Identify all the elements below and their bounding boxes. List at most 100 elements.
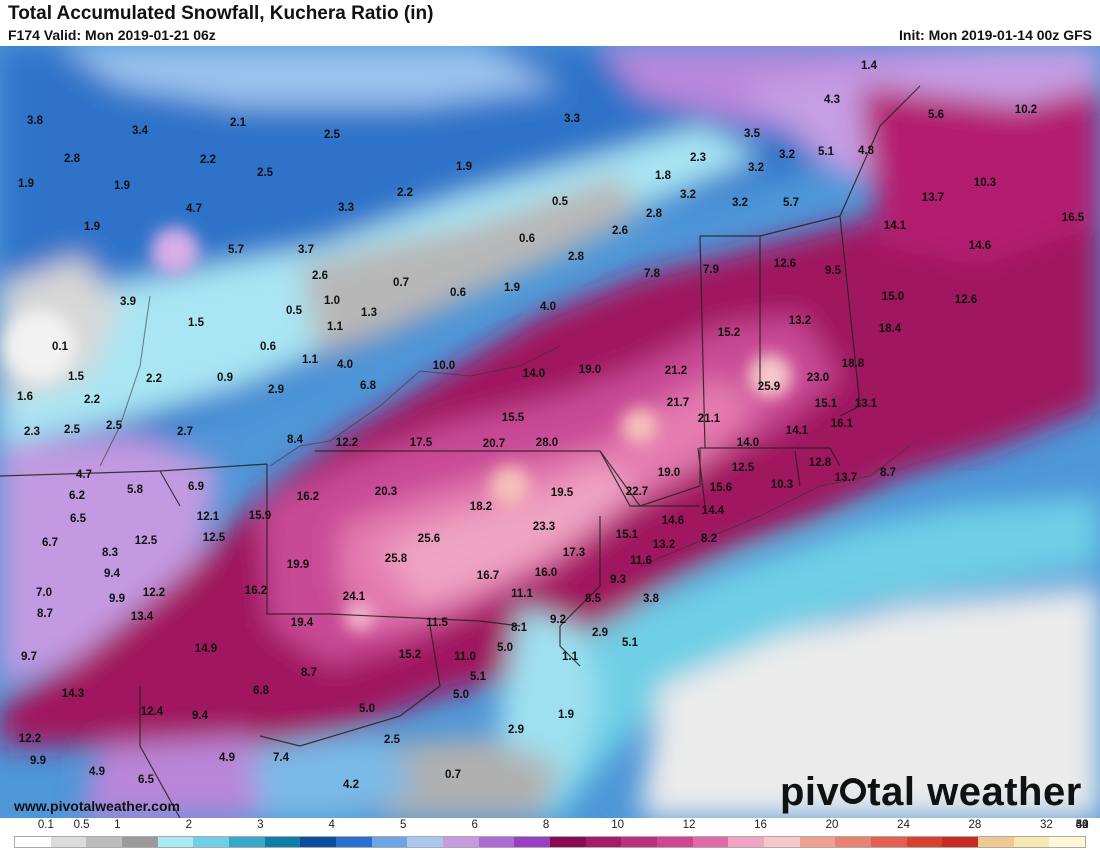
snowfall-value-label: 2.2 <box>200 154 216 166</box>
snowfall-value-label: 3.8 <box>643 593 660 605</box>
snowfall-map[interactable]: 3.8 3.4 2.1 2.5 3.3 1.4 4.3 5.6 10.2 2.8 2.2 2.5 1.9… <box>0 46 1100 818</box>
snowfall-value-label: 11.1 <box>511 588 533 600</box>
snowfall-value-label: 25.9 <box>758 381 780 393</box>
snowfall-value-label: 14.1 <box>786 425 809 437</box>
legend-swatch <box>942 837 979 847</box>
snowfall-value-label: 7.0 <box>36 587 52 599</box>
legend-label: 60 <box>1075 819 1089 831</box>
snowfall-value-label: 8.4 <box>287 434 304 446</box>
legend-swatch <box>50 837 87 847</box>
snowfall-value-label: 2.2 <box>397 187 413 199</box>
logo-text-start: piv <box>780 770 840 814</box>
snowfall-value-label: 5.0 <box>497 642 513 654</box>
legend-swatch <box>906 837 943 847</box>
snowfall-value-label: 1.5 <box>188 317 205 329</box>
snowfall-value-label: 3.5 <box>744 128 761 140</box>
snowfall-value-label: 15.1 <box>616 529 639 541</box>
legend-label: 2 <box>185 819 192 831</box>
snowfall-value-label: 5.7 <box>783 197 799 209</box>
legend-swatch <box>478 837 515 847</box>
legend-label: 32 <box>1039 819 1053 831</box>
snowfall-value-label: 10.3 <box>974 177 996 189</box>
snowfall-value-label: 1.1 <box>562 651 579 663</box>
snowfall-value-label: 11.6 <box>630 555 652 567</box>
snowfall-value-label: 5.1 <box>622 637 639 649</box>
legend-swatch <box>514 837 551 847</box>
snowfall-value-label: 0.6 <box>519 233 535 245</box>
snowfall-value-label: 1.9 <box>18 178 34 190</box>
model-init-time: Init: Mon 2019-01-14 00z GFS <box>899 27 1092 43</box>
legend-label: 4 <box>328 819 335 831</box>
snowfall-value-label: 6.5 <box>138 774 155 786</box>
legend-label: 3 <box>257 819 264 831</box>
snowfall-value-label: 28.0 <box>536 437 558 449</box>
legend-label: 1 <box>114 819 121 831</box>
legend-label: 52 <box>1075 819 1089 831</box>
snowfall-value-label: 8.7 <box>880 467 896 479</box>
snowfall-value-label: 12.4 <box>141 706 164 718</box>
snowfall-value-label: 10.3 <box>771 479 793 491</box>
snowfall-value-label: 8.1 <box>511 622 528 634</box>
legend-labels: 0.1 0.5 1 2 3 4 5 6 8 10 12 16 20 24 28 32 36 40 44 52 60 <box>14 818 1089 832</box>
snowfall-value-label: 3.7 <box>298 244 314 256</box>
snowfall-value-label: 7.4 <box>273 752 290 764</box>
snowfall-value-label: 2.3 <box>24 426 40 438</box>
snowfall-value-label: 2.5 <box>384 734 401 746</box>
legend-label: 44 <box>1075 819 1089 831</box>
snowfall-value-label: 3.9 <box>120 296 136 308</box>
snowfall-value-label: 6.2 <box>69 490 85 502</box>
forecast-valid-time: F174 Valid: Mon 2019-01-21 06z <box>8 27 216 43</box>
snowfall-value-label: 2.9 <box>268 384 284 396</box>
snowfall-value-label: 1.3 <box>361 307 377 319</box>
snowfall-value-label: 16.0 <box>535 567 557 579</box>
snowfall-value-label: 16.2 <box>245 585 267 597</box>
legend-swatch <box>371 837 408 847</box>
legend-swatch <box>336 837 372 847</box>
snowfall-value-label: 14.0 <box>523 368 545 380</box>
legend-swatch <box>86 837 123 847</box>
snowfall-value-label: 2.6 <box>312 270 328 282</box>
snowfall-value-label: 25.6 <box>418 533 440 545</box>
legend-swatch <box>1049 837 1086 847</box>
snowfall-value-label: 12.6 <box>955 294 977 306</box>
legend-swatch <box>15 837 51 847</box>
legend-label: 36 <box>1075 819 1089 831</box>
snowfall-value-label: 3.2 <box>732 197 748 209</box>
snowfall-value-label: 4.7 <box>186 203 202 215</box>
snowfall-value-label: 12.2 <box>336 437 358 449</box>
legend-label: 24 <box>897 819 910 831</box>
snowfall-value-label: 8.3 <box>102 547 118 559</box>
color-legend: 0.1 0.5 1 2 3 4 5 6 8 10 12 16 20 24 28 32 36 40 44 52 60 <box>14 818 1089 850</box>
snowfall-value-label: 14.9 <box>195 643 217 655</box>
snowfall-value-label: 8.7 <box>301 667 317 679</box>
snowfall-value-label: 0.6 <box>450 287 466 299</box>
snowfall-value-label: 2.8 <box>64 153 81 165</box>
snowfall-value-label: 21.2 <box>665 365 687 377</box>
snowfall-value-label: 8.7 <box>37 608 53 620</box>
snowfall-value-label: 14.6 <box>662 515 684 527</box>
snowfall-value-label: 4.0 <box>540 301 556 313</box>
pivotal-weather-logo: piv tal weather <box>780 770 1082 815</box>
logo-text-end: tal weather <box>867 770 1082 814</box>
site-url: www.pivotalweather.com <box>14 798 180 814</box>
snowfall-value-label: 9.9 <box>109 593 125 605</box>
snowfall-value-label: 15.9 <box>249 510 271 522</box>
snowfall-value-label: 9.9 <box>30 755 46 767</box>
snowfall-value-label: 25.8 <box>385 553 408 565</box>
snowfall-value-label: 2.2 <box>84 394 100 406</box>
snowfall-value-label: 10.0 <box>433 360 455 372</box>
snowfall-value-label: 2.6 <box>612 225 628 237</box>
snowfall-value-label: 5.1 <box>818 146 835 158</box>
snowfall-value-label: 1.4 <box>861 60 878 72</box>
snowfall-value-label: 23.0 <box>807 372 829 384</box>
snowfall-value-label: 1.9 <box>558 709 574 721</box>
snowfall-value-label: 14.3 <box>62 688 84 700</box>
snowfall-value-label: 5.1 <box>470 671 487 683</box>
snowfall-value-label: 13.1 <box>855 398 878 410</box>
snowfall-value-label: 14.4 <box>702 505 725 517</box>
snowfall-value-label: 5.0 <box>359 703 375 715</box>
snowfall-value-label: 4.3 <box>824 94 840 106</box>
legend-label: 8 <box>542 819 550 831</box>
snowfall-value-label: 12.2 <box>19 733 41 745</box>
header: Total Accumulated Snowfall, Kuchera Rati… <box>0 0 1100 46</box>
